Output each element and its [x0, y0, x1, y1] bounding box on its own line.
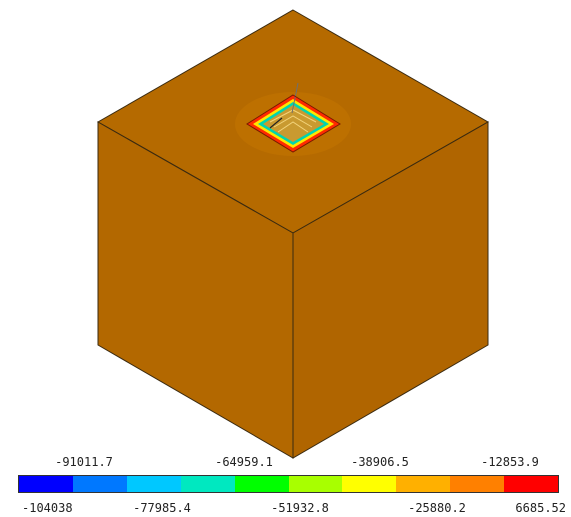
- legend-label: -91011.7: [55, 455, 113, 469]
- cube-right-face: [292, 121, 489, 459]
- legend-swatch: [180, 476, 235, 492]
- legend-swatch: [342, 476, 397, 492]
- legend-colorbar: [18, 475, 559, 493]
- legend-swatch: [396, 476, 451, 492]
- legend-swatch: [72, 476, 127, 492]
- legend-label: -51932.8: [271, 501, 329, 515]
- contour-legend: -91011.7 -64959.1 -38906.5 -12853.9 -104…: [0, 455, 571, 517]
- legend-label: -38906.5: [351, 455, 409, 469]
- legend-label: -12853.9: [481, 455, 539, 469]
- legend-label: -77985.4: [133, 501, 191, 515]
- legend-swatch: [126, 476, 181, 492]
- solid-cube-render: [96, 9, 490, 459]
- legend-label: 6685.52: [515, 501, 566, 515]
- legend-swatch: [19, 476, 73, 492]
- legend-label: -64959.1: [215, 455, 273, 469]
- legend-label: -104038: [22, 501, 73, 515]
- model-viewport[interactable]: [0, 0, 571, 470]
- legend-label: -25880.2: [408, 501, 466, 515]
- legend-swatch: [234, 476, 289, 492]
- legend-swatch: [288, 476, 343, 492]
- legend-swatch: [504, 476, 559, 492]
- legend-swatch: [450, 476, 505, 492]
- stress-contour-region: [235, 82, 351, 156]
